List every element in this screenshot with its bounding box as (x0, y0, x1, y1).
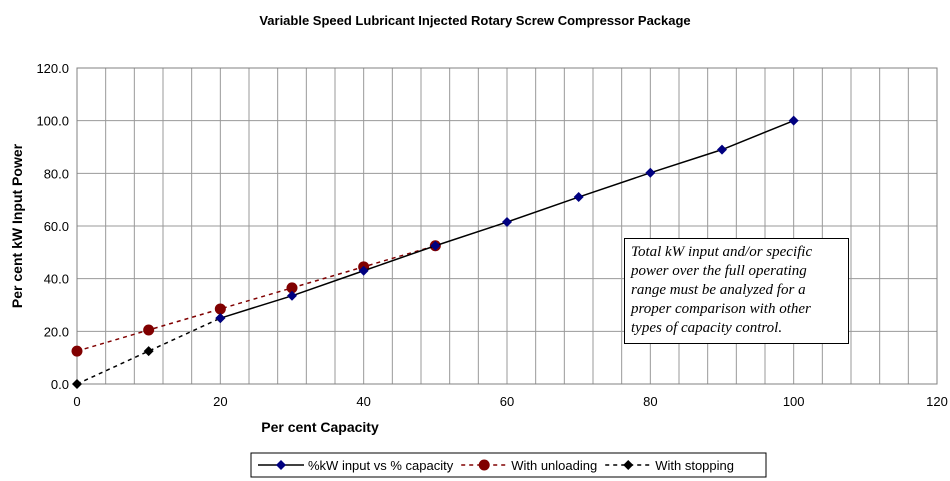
x-tick-label: 20 (213, 394, 227, 409)
legend-label: With stopping (655, 458, 734, 473)
data-point (502, 217, 512, 228)
annotation-box: Total kW input and/or specific power ove… (624, 238, 849, 344)
data-point (358, 265, 369, 276)
x-tick-label: 60 (500, 394, 514, 409)
series-line-2 (76, 317, 221, 385)
data-point (717, 144, 727, 155)
y-tick-label: 40.0 (44, 272, 69, 287)
data-point (143, 324, 155, 336)
legend-marker (478, 459, 490, 471)
x-tick-label: 80 (643, 394, 657, 409)
y-tick-label: 120.0 (36, 61, 69, 76)
data-point (573, 192, 584, 203)
x-tick-label: 0 (73, 394, 80, 409)
legend-label: With unloading (511, 458, 597, 473)
x-tick-label: 40 (356, 394, 370, 409)
x-axis-label: Per cent Capacity (261, 419, 379, 435)
legend-marker (623, 460, 634, 470)
legend-marker (276, 460, 286, 470)
data-point (287, 290, 297, 301)
data-point (215, 313, 226, 324)
y-tick-label: 100.0 (36, 114, 69, 129)
x-tick-label: 100 (783, 394, 805, 409)
y-tick-label: 60.0 (44, 219, 69, 234)
data-point (143, 346, 154, 357)
legend-label: %kW input vs % capacity (308, 458, 454, 473)
plot-area (76, 67, 938, 385)
data-point (71, 345, 83, 357)
data-point (788, 115, 799, 126)
x-tick-label: 120 (926, 394, 948, 409)
chart-title: Variable Speed Lubricant Injected Rotary… (259, 13, 690, 28)
y-axis-label: Per cent kW Input Power (9, 143, 25, 308)
y-tick-label: 80.0 (44, 166, 69, 181)
series-line-1 (76, 245, 436, 352)
y-tick-label: 20.0 (44, 324, 69, 339)
data-point (430, 240, 441, 251)
legend-box (250, 452, 767, 478)
data-point (645, 167, 656, 178)
data-point (214, 303, 226, 315)
y-tick-label: 0.0 (51, 377, 69, 392)
data-point (72, 379, 82, 389)
data-point (286, 282, 298, 294)
